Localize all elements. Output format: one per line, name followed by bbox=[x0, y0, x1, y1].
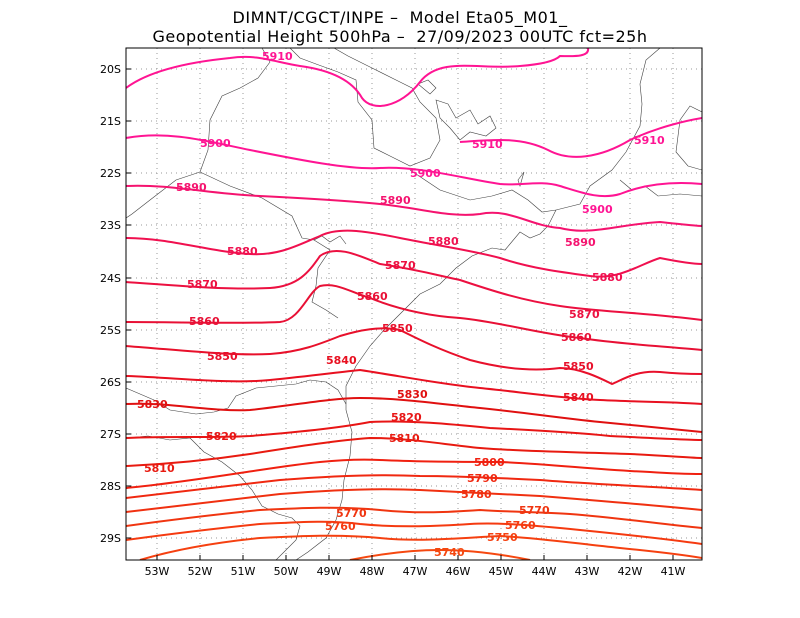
contour-5910 bbox=[126, 48, 590, 107]
lon-label: 50W bbox=[274, 565, 299, 578]
map-frame bbox=[125, 47, 703, 561]
contour-label-5850: 5850 bbox=[382, 322, 413, 335]
contour-label-5870: 5870 bbox=[187, 278, 218, 291]
lon-labels: 53W 52W 51W 50W 49W 48W 47W 46W 45W 44W … bbox=[145, 565, 686, 578]
contour-label-5890: 5890 bbox=[565, 236, 596, 249]
contour-label-5810: 5810 bbox=[389, 432, 420, 445]
lat-label: 29S bbox=[100, 532, 121, 545]
contour-label-5820: 5820 bbox=[206, 430, 237, 443]
lon-label: 47W bbox=[403, 565, 428, 578]
contour-label-5860: 5860 bbox=[189, 315, 220, 328]
contour-5740 bbox=[349, 548, 531, 560]
contours bbox=[126, 48, 702, 560]
contour-5840 bbox=[126, 368, 702, 405]
contour-5830 bbox=[126, 396, 702, 433]
contour-label-5770: 5770 bbox=[519, 504, 550, 517]
lon-label: 53W bbox=[145, 565, 170, 578]
lat-label: 20S bbox=[100, 63, 121, 76]
contour-label-5900: 5900 bbox=[200, 137, 231, 150]
contour-label-5900: 5900 bbox=[582, 203, 613, 216]
lat-labels: 20S 21S 22S 23S 24S 25S 26S 27S 28S 29S bbox=[100, 63, 121, 545]
contour-5790 bbox=[126, 474, 702, 499]
contour-5780 bbox=[126, 488, 702, 513]
contour-label-5910: 5910 bbox=[634, 134, 665, 147]
contour-5910-east bbox=[459, 117, 702, 158]
lon-label: 44W bbox=[532, 565, 557, 578]
lat-label: 26S bbox=[100, 376, 121, 389]
lon-label: 46W bbox=[446, 565, 471, 578]
contour-5800 bbox=[126, 458, 702, 489]
contour-5890 bbox=[126, 184, 702, 232]
contour-label-5840: 5840 bbox=[326, 354, 357, 367]
chart-title-line2: Geopotential Height 500hPa – 27/09/2023 … bbox=[152, 27, 648, 46]
contour-label-5840: 5840 bbox=[563, 391, 594, 404]
lon-label: 43W bbox=[575, 565, 600, 578]
contour-label-group: 5910 5910 5910 5900 5900 5900 5890 5890 … bbox=[137, 50, 665, 559]
political-boundaries bbox=[126, 48, 702, 560]
contour-5770 bbox=[126, 506, 702, 529]
contour-label-5830: 5830 bbox=[137, 398, 168, 411]
contour-label-5830: 5830 bbox=[397, 388, 428, 401]
lat-label: 22S bbox=[100, 167, 121, 180]
contour-5750 bbox=[139, 534, 702, 560]
contour-label-5760: 5760 bbox=[325, 520, 356, 533]
contour-label-5860: 5860 bbox=[561, 331, 592, 344]
contour-label-5900: 5900 bbox=[410, 167, 441, 180]
contour-label-5850: 5850 bbox=[563, 360, 594, 373]
contour-label-5740: 5740 bbox=[434, 546, 465, 559]
contour-label-5910: 5910 bbox=[262, 50, 293, 63]
lon-label: 52W bbox=[188, 565, 213, 578]
contour-5820 bbox=[126, 420, 702, 441]
lat-label: 24S bbox=[100, 272, 121, 285]
lon-label: 48W bbox=[360, 565, 385, 578]
contour-5900 bbox=[126, 134, 702, 198]
contour-label-5870: 5870 bbox=[569, 308, 600, 321]
contour-5870 bbox=[126, 249, 702, 321]
contour-5880 bbox=[126, 229, 702, 278]
lon-label: 41W bbox=[661, 565, 686, 578]
lon-label: 42W bbox=[618, 565, 643, 578]
contour-label-5890: 5890 bbox=[380, 194, 411, 207]
contour-5850 bbox=[126, 327, 702, 386]
contour-label-5910: 5910 bbox=[472, 138, 503, 151]
contour-label-5880: 5880 bbox=[428, 235, 459, 248]
contour-label-5790: 5790 bbox=[467, 472, 498, 485]
contour-label-5810: 5810 bbox=[144, 462, 175, 475]
lat-label: 23S bbox=[100, 219, 121, 232]
contour-label-5870: 5870 bbox=[385, 259, 416, 272]
contour-label-5860: 5860 bbox=[357, 290, 388, 303]
contour-label-5760: 5760 bbox=[505, 519, 536, 532]
lat-label: 28S bbox=[100, 480, 121, 493]
contour-label-5880: 5880 bbox=[592, 271, 623, 284]
contour-5760 bbox=[126, 520, 702, 545]
lon-label: 51W bbox=[231, 565, 256, 578]
contour-label-5770: 5770 bbox=[336, 507, 367, 520]
chart-title-line1: DIMNT/CGCT/INPE – Model Eta05_M01_ bbox=[232, 8, 568, 27]
axis-ticks bbox=[126, 68, 674, 560]
grid bbox=[126, 48, 702, 560]
contour-label-5850: 5850 bbox=[207, 350, 238, 363]
contour-5860 bbox=[126, 284, 702, 351]
lat-label: 21S bbox=[100, 115, 121, 128]
contour-label-5820: 5820 bbox=[391, 411, 422, 424]
contour-label-5780: 5780 bbox=[461, 488, 492, 501]
contour-5810 bbox=[126, 436, 702, 467]
lat-label: 27S bbox=[100, 428, 121, 441]
lon-label: 49W bbox=[317, 565, 342, 578]
contour-label-5880: 5880 bbox=[227, 245, 258, 258]
contour-label-5890: 5890 bbox=[176, 181, 207, 194]
lat-label: 25S bbox=[100, 324, 121, 337]
contour-label-5800: 5800 bbox=[474, 456, 505, 469]
lon-label: 45W bbox=[489, 565, 514, 578]
contour-label-5750: 5750 bbox=[487, 531, 518, 544]
